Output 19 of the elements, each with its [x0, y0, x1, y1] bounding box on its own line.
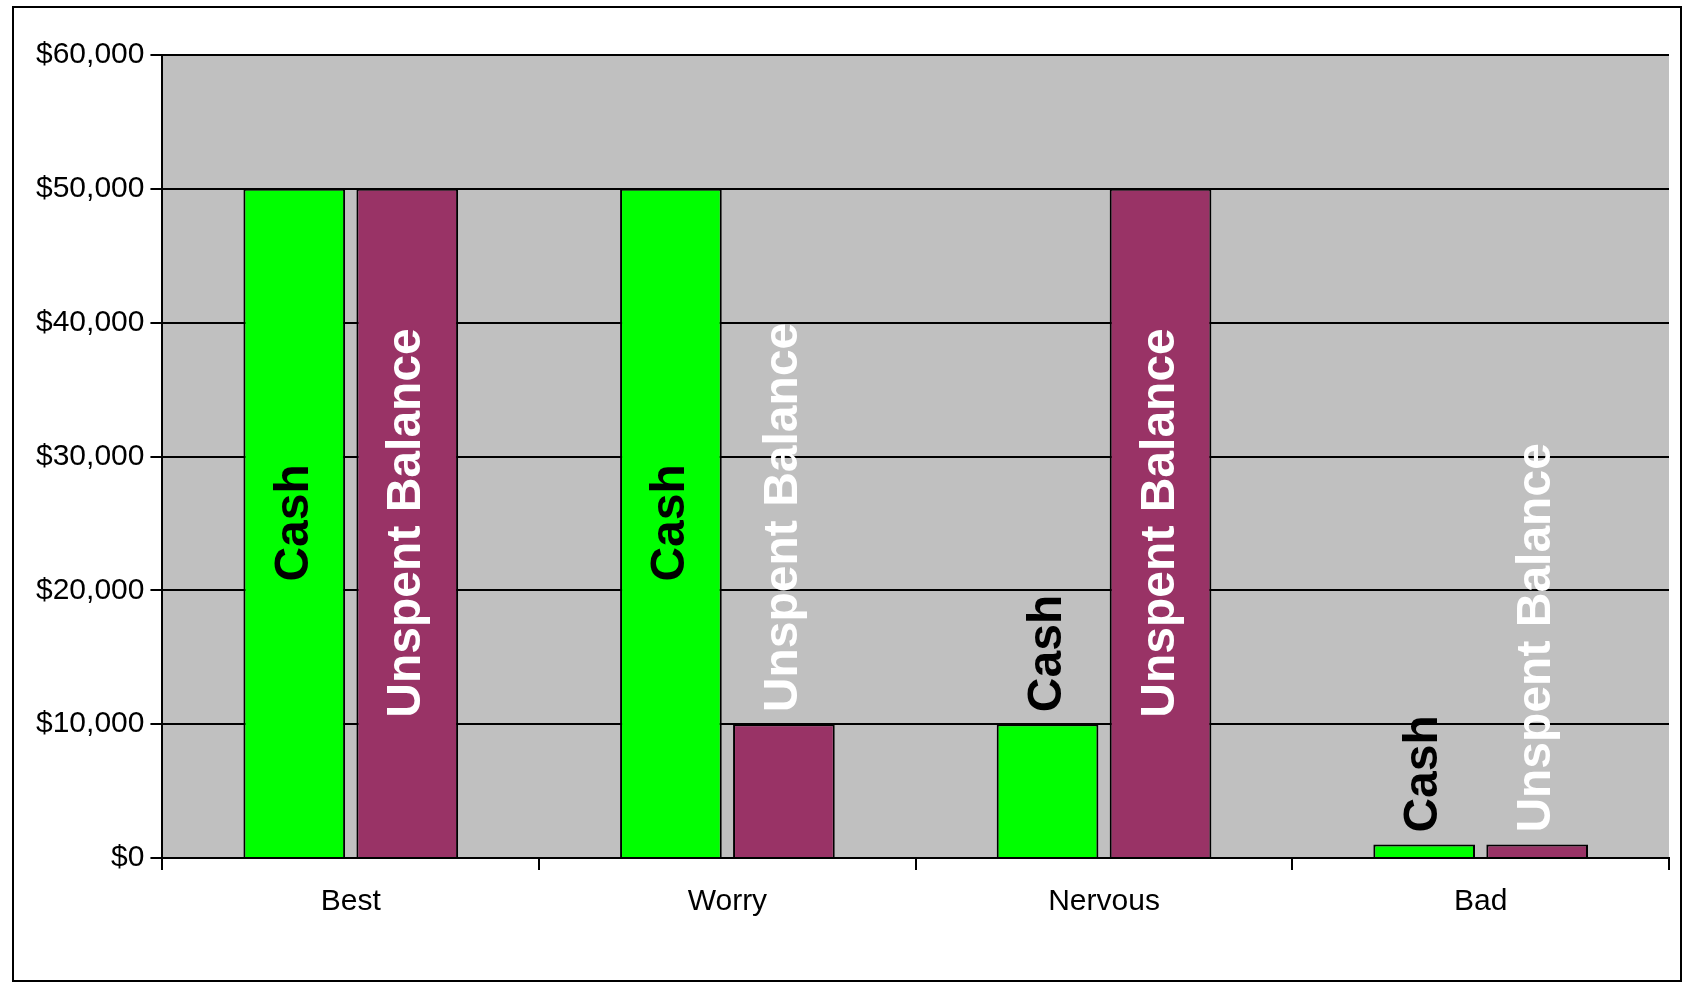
y-tick-label: $10,000 — [35, 705, 145, 739]
x-tick-label: Nervous — [1048, 883, 1160, 917]
text: Unspent Balance — [1130, 328, 1184, 718]
x-tick-label: Bad — [1453, 883, 1508, 917]
text: Cash — [264, 464, 318, 582]
x-tick-label: Worry — [687, 883, 768, 917]
y-tick-label: $60,000 — [35, 36, 145, 70]
text: Unspent Balance — [1507, 443, 1561, 833]
y-tick-label: $30,000 — [35, 437, 145, 471]
y-tick-label: $50,000 — [35, 170, 145, 204]
y-tick-label: $20,000 — [35, 571, 145, 605]
text: Unspent Balance — [754, 322, 808, 713]
x-tick-label: Best — [320, 883, 382, 917]
text: Cash — [1017, 594, 1071, 713]
text: Cash — [1394, 715, 1448, 833]
text: Unspent Balance — [377, 328, 431, 718]
text: Cash — [641, 464, 695, 582]
y-tick-label: $40,000 — [35, 303, 145, 337]
y-tick-label: $0 — [111, 839, 145, 873]
